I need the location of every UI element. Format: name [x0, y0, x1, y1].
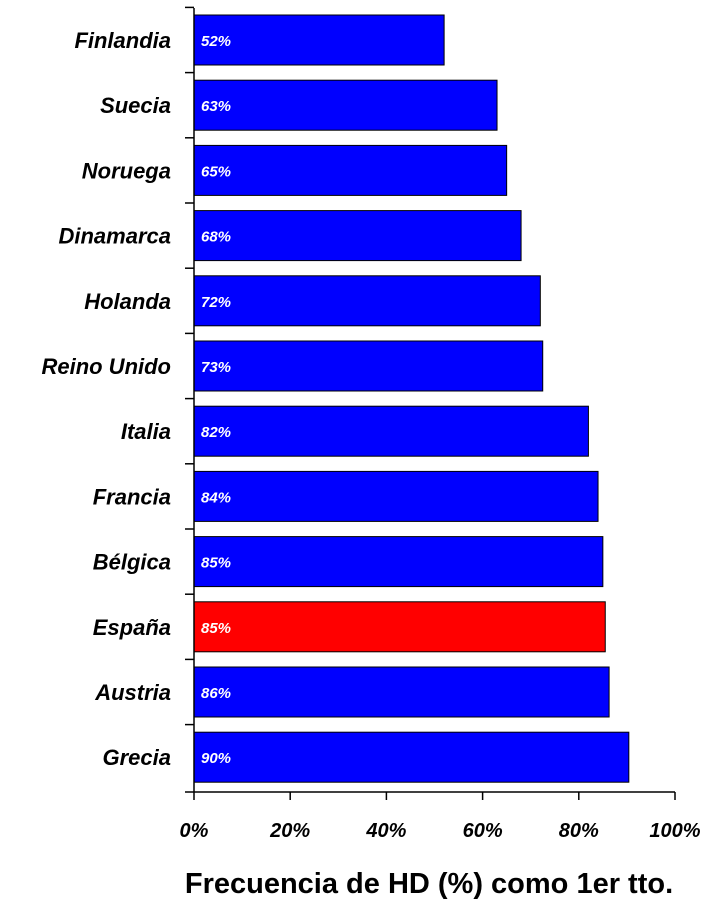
data-label-noruega: 65% [201, 163, 231, 180]
bar-belgica [193, 536, 604, 588]
x-tick-label: 40% [365, 820, 406, 842]
labels-layer: 52% Finlandia 63% Suecia 65% Noruega 68% Dinama… [41, 28, 700, 842]
bar-noruega [193, 144, 508, 196]
x-tick-label: 60% [463, 820, 503, 842]
axes [193, 8, 675, 793]
category-label-belgica: Bélgica [93, 550, 171, 575]
x-tick-label: 100% [649, 820, 700, 842]
data-label-reino-unido: 73% [201, 359, 231, 376]
x-axis-title: Frecuencia de HD (%) como 1er tto. [185, 868, 673, 900]
bars-layer [193, 14, 630, 783]
data-label-francia: 84% [201, 489, 231, 506]
data-label-suecia: 63% [201, 98, 231, 115]
bar-holanda [193, 275, 541, 327]
category-label-espana: España [93, 615, 171, 640]
bar-grecia [193, 731, 630, 783]
data-label-espana: 85% [201, 620, 231, 637]
bar-finlandia [193, 14, 445, 66]
category-label-italia: Italia [121, 419, 171, 444]
bar-dinamarca [193, 210, 522, 262]
data-label-dinamarca: 68% [201, 229, 231, 246]
category-label-finlandia: Finlandia [74, 28, 171, 53]
data-label-italia: 82% [201, 424, 231, 441]
bar-reino-unido [193, 340, 544, 392]
bar-francia [193, 470, 599, 522]
x-tick-label: 0% [180, 820, 209, 842]
category-label-grecia: Grecia [103, 745, 172, 770]
bar-suecia [193, 79, 498, 131]
bar-austria [193, 666, 610, 718]
data-label-austria: 86% [201, 685, 231, 702]
category-label-noruega: Noruega [82, 158, 171, 183]
x-tick-label: 80% [559, 820, 599, 842]
ticks-layer [185, 6, 676, 800]
category-label-suecia: Suecia [100, 93, 171, 118]
category-label-holanda: Holanda [84, 289, 171, 314]
category-label-austria: Austria [94, 680, 171, 705]
category-label-dinamarca: Dinamarca [58, 224, 171, 249]
category-label-reino-unido: Reino Unido [41, 354, 171, 379]
bar-espana [193, 601, 606, 653]
data-label-grecia: 90% [201, 750, 231, 767]
bar-italia [193, 405, 589, 457]
data-label-finlandia: 52% [201, 33, 231, 50]
x-tick-label: 20% [269, 820, 310, 842]
data-label-belgica: 85% [201, 555, 231, 572]
data-label-holanda: 72% [201, 294, 231, 311]
category-label-francia: Francia [93, 484, 171, 509]
